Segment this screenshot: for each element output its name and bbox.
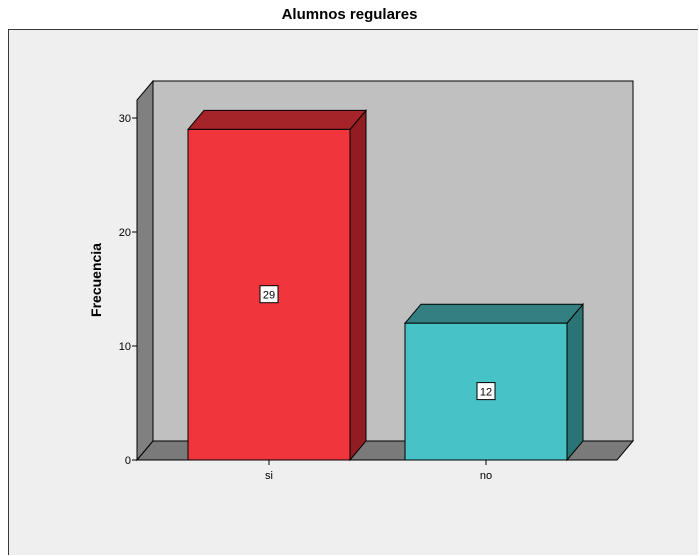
data-label-text: 29 [263, 290, 275, 302]
y-tick-label: 20 [119, 227, 131, 239]
bar-side [349, 109, 367, 462]
data-label-box [259, 285, 279, 304]
chart-title: Alumnos regulares [281, 6, 418, 23]
bar-top [403, 303, 585, 324]
chart-side-wall [136, 79, 154, 462]
x-tick-label: no [480, 470, 492, 482]
data-label-si: 29 [259, 285, 279, 304]
bar-si [186, 109, 368, 462]
bar-top [186, 109, 368, 130]
y-axis: 0 10 20 30 [119, 100, 138, 467]
y-tick-label: 30 [119, 113, 131, 125]
y-axis-label: Frecuencia [88, 243, 104, 317]
y-tick-label: 0 [125, 455, 131, 467]
data-label-box [476, 382, 496, 401]
bars [186, 109, 585, 462]
x-axis: si no [265, 460, 492, 482]
data-labels: 29 12 [259, 285, 496, 401]
data-label-text: 12 [480, 387, 492, 399]
x-tick-label: si [265, 470, 273, 482]
data-label-no: 12 [476, 382, 496, 401]
y-tick-label: 10 [119, 341, 131, 353]
bar-side [566, 302, 584, 462]
